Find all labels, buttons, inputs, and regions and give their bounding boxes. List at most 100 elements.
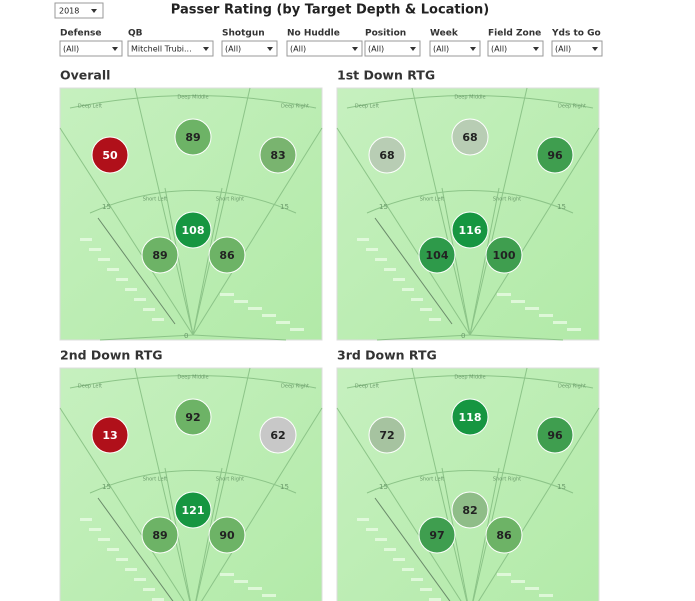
filter-dropdown[interactable]: (All) <box>286 40 363 57</box>
yard-stripe <box>511 580 525 583</box>
zone-line <box>59 407 185 601</box>
dropdown-value: (All) <box>555 45 571 54</box>
yard-stripe <box>402 288 414 291</box>
dropdown-box <box>429 40 481 57</box>
filter-dropdown[interactable]: (All) <box>429 40 481 57</box>
zone-line <box>469 87 528 336</box>
yard-stripe <box>511 300 525 303</box>
zone-bubble <box>368 136 406 174</box>
panel-title: 1st Down RTG <box>337 68 435 83</box>
yard-stripe <box>248 587 262 590</box>
zone-value: 68 <box>379 149 394 162</box>
dropdown-arrow <box>267 47 273 51</box>
season-dropdown[interactable]: 2018 <box>54 2 104 19</box>
dropdown-arrow <box>352 47 358 51</box>
zone-bubble <box>259 136 297 174</box>
zone-arc <box>346 95 594 109</box>
depth-arrow <box>97 217 176 325</box>
filter-dropdown[interactable]: (All) <box>551 40 603 57</box>
field-label: Deep Middle <box>177 375 208 381</box>
field-label: Short Right <box>216 197 244 203</box>
zone-bubble <box>536 416 574 454</box>
field-label: Short Right <box>493 477 521 483</box>
filter-dropdown[interactable]: (All) <box>221 40 278 57</box>
filter-dropdown[interactable]: (All) <box>364 40 421 57</box>
zone-line <box>134 367 191 601</box>
zone-arc <box>346 375 594 389</box>
yard-stripe <box>420 308 432 311</box>
zone-bubble <box>174 118 212 156</box>
zone-bubble <box>174 491 212 529</box>
zone-bubble <box>91 416 129 454</box>
yard-stripe <box>116 558 128 561</box>
filter-label: Field Zone <box>488 29 541 39</box>
zone-line <box>336 407 462 601</box>
dropdown-value: (All) <box>491 45 507 54</box>
field-label: 15 <box>379 203 388 211</box>
zone-bubble <box>536 136 574 174</box>
field-label: Deep Right <box>281 384 309 390</box>
yard-stripe <box>143 308 155 311</box>
filter-label: Yds to Go <box>551 29 601 39</box>
season-value: 2018 <box>59 7 79 16</box>
yard-stripe <box>89 248 101 251</box>
zone-value: 50 <box>102 149 118 162</box>
filter-label: Shotgun <box>222 29 265 39</box>
zone-line <box>195 467 223 601</box>
yard-stripe <box>276 321 290 324</box>
field-label: Deep Middle <box>454 95 485 101</box>
dropdown-box <box>551 40 603 57</box>
filter-label: Position <box>365 29 406 39</box>
filter-dropdown[interactable]: (All) <box>487 40 544 57</box>
yard-stripe <box>411 578 423 581</box>
zone-value: 90 <box>219 529 235 542</box>
zone-line <box>192 334 287 341</box>
yard-stripe <box>89 528 101 531</box>
yard-stripe <box>220 293 234 296</box>
field-label: Deep Left <box>78 384 102 390</box>
panel: Deep Middle Deep Right Deep Left Short Left… <box>59 87 323 341</box>
field-label: Deep Left <box>355 104 379 110</box>
yard-stripe <box>80 518 92 521</box>
depth-arrow <box>374 497 451 601</box>
zone-bubble <box>485 516 523 554</box>
field-label: Deep Left <box>355 384 379 390</box>
field-label: Short Left <box>420 197 444 203</box>
zone-value: 62 <box>270 429 285 442</box>
zone-line <box>59 127 194 336</box>
zone-line <box>134 87 194 336</box>
filter-dropdown[interactable]: (All) <box>59 40 123 57</box>
field-label: 15 <box>280 483 289 491</box>
yard-stripe <box>429 318 441 321</box>
yard-stripe <box>152 598 164 601</box>
yard-stripe <box>375 538 387 541</box>
dropdown-value: Mitchell Trubi... <box>131 45 192 54</box>
yard-stripe <box>143 588 155 591</box>
zone-line <box>472 367 528 601</box>
zone-line <box>441 467 468 601</box>
zone-bubble <box>451 491 489 529</box>
zone-value: 83 <box>270 149 285 162</box>
field-label: 15 <box>102 203 111 211</box>
yard-stripe <box>497 293 511 296</box>
zone-line <box>195 367 251 601</box>
yard-stripe <box>234 580 248 583</box>
zone-line <box>192 127 323 336</box>
yard-stripe <box>411 298 423 301</box>
panel-title: Overall <box>60 68 110 83</box>
zone-value: 121 <box>182 504 205 517</box>
dropdown-box <box>286 40 363 57</box>
zone-bubble <box>141 236 179 274</box>
yard-stripe <box>429 598 441 601</box>
filter-dropdown[interactable]: Mitchell Trubi... <box>127 40 214 57</box>
filter-label: QB <box>128 29 143 39</box>
zone-bubble <box>174 211 212 249</box>
zone-line <box>478 407 600 601</box>
zone-value: 92 <box>185 411 200 424</box>
zone-arc <box>366 470 574 494</box>
panel-title: 3rd Down RTG <box>337 348 437 363</box>
dropdown-value: (All) <box>433 45 449 54</box>
zone-line <box>376 334 471 341</box>
zone-arc <box>89 190 297 214</box>
